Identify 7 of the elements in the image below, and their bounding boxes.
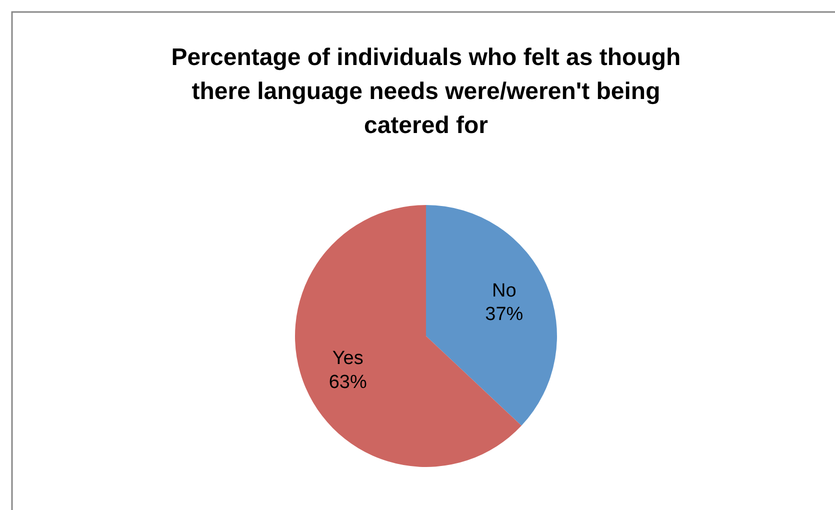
chart-title: Percentage of individuals who felt as though there language needs were/weren't being catered for — [171, 44, 681, 139]
data-label: 37% — [485, 304, 524, 326]
slice-label: Yes — [332, 348, 364, 370]
pie-slice — [426, 205, 557, 426]
pie-slice — [295, 205, 522, 467]
data-label: 63% — [328, 372, 367, 393]
slice-label: No — [492, 280, 516, 302]
